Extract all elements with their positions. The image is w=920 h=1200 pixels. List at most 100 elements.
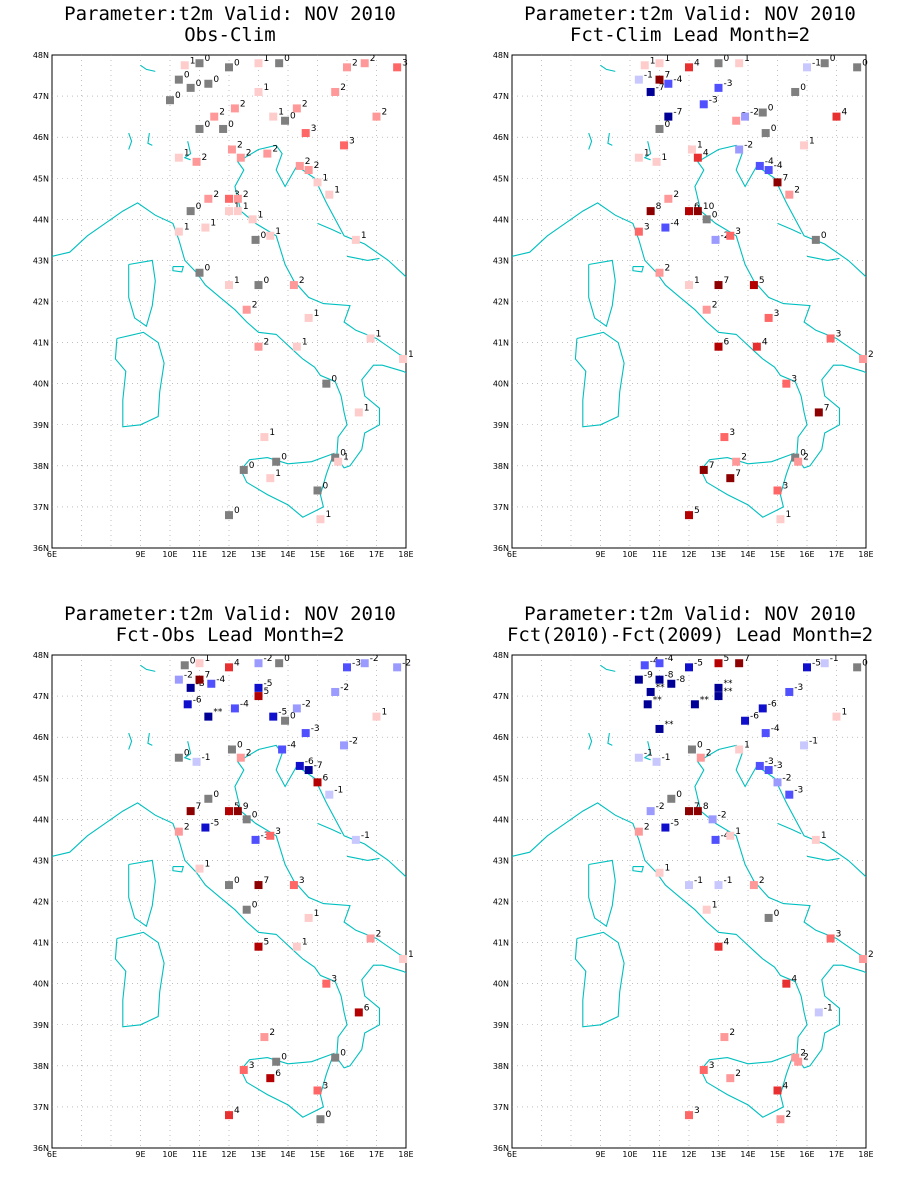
station-marker [820, 659, 829, 668]
station-marker [304, 913, 313, 922]
lon-tick-label: 15E [770, 1150, 785, 1159]
station-value-label: -4 [771, 724, 780, 734]
lat-tick-label: 46N [493, 733, 509, 742]
station-value-label: 2 [868, 950, 874, 960]
station-marker [354, 1008, 363, 1017]
station-value-label: 2 [213, 190, 219, 200]
station-marker [661, 823, 670, 832]
coastline-segment [183, 741, 192, 761]
station-value-label: 4 [234, 658, 240, 668]
lat-tick-label: 39N [33, 1021, 49, 1030]
station-value-label: 6 [275, 1069, 281, 1079]
coastline-segment [512, 827, 560, 857]
station-marker [186, 83, 195, 92]
station-marker [761, 129, 770, 138]
coastline-segment [643, 741, 652, 761]
station-value-label: 3 [311, 124, 317, 134]
station-value-label: 3 [774, 309, 780, 319]
lat-tick-label: 40N [493, 380, 509, 389]
station-value-label: 1 [234, 276, 240, 286]
station-value-label: 2 [729, 1028, 735, 1038]
station-value-label: 0 [323, 481, 329, 491]
coastline-segment [574, 331, 625, 428]
station-value-label: -2 [184, 671, 193, 681]
lon-tick-label: 16E [799, 550, 814, 559]
station-marker [260, 433, 269, 442]
station-marker [791, 87, 800, 96]
station-marker [340, 741, 349, 750]
station-value-label: -4 [774, 161, 783, 171]
station-marker [655, 124, 664, 133]
station-value-label: 2 [382, 108, 388, 118]
coastline-segment [114, 931, 165, 1028]
station-value-label: 1 [210, 219, 216, 229]
station-marker [752, 342, 761, 351]
station-markers: 0 1 4 -2 0 -3 -2 -2-2-87 -4 -55 -2-6**-4-5 0-2-31-2… [174, 654, 414, 1124]
station-value-label: 0 [331, 375, 337, 385]
station-marker [758, 108, 767, 117]
station-value-label: 0 [196, 202, 202, 212]
coastline-segment [147, 133, 153, 146]
lon-tick-label: 13E [711, 1150, 726, 1159]
station-marker [791, 1053, 800, 1062]
coastline-segment [806, 855, 840, 861]
station-marker [832, 712, 841, 721]
lat-tick-label: 40N [33, 980, 49, 989]
station-marker [372, 112, 381, 121]
station-marker [195, 659, 204, 668]
lon-tick-label: 17E [369, 550, 384, 559]
station-value-label: -9 [644, 671, 653, 681]
station-marker [685, 511, 693, 520]
coastline-segment [588, 859, 616, 928]
station-marker [764, 766, 773, 775]
station-marker [776, 515, 785, 524]
lon-tick-label: 9E [135, 1150, 145, 1159]
station-value-label: 0 [340, 1049, 346, 1059]
coastline-segment [700, 1052, 795, 1118]
lon-tick-label: 11E [192, 1150, 207, 1159]
station-marker [239, 1065, 248, 1074]
station-value-label: 0 [205, 264, 211, 274]
station-value-label: 0 [800, 83, 806, 93]
station-value-label: 0 [205, 120, 211, 130]
station-value-label: 7 [824, 403, 830, 413]
coastline [52, 64, 406, 518]
station-marker [726, 1074, 735, 1083]
station-value-label: 2 [246, 149, 252, 159]
station-marker [685, 663, 693, 672]
lon-tick-label: 15E [770, 550, 785, 559]
station-marker [354, 408, 363, 417]
station-marker [696, 753, 705, 762]
lat-tick-label: 37N [493, 503, 509, 512]
station-value-label: 0 [665, 120, 671, 130]
station-value-label: 7 [205, 671, 211, 681]
station-map: 6E 9E 10E 11E 12E 13E 14E 15E 16E 17E 18E 36N 37N 38N… [33, 51, 414, 559]
panel-title: Parameter:t2m Valid: NOV 2010 [64, 3, 396, 25]
station-value-label: 2 [735, 1069, 741, 1079]
station-value-label: 2 [712, 301, 718, 311]
coastline-segment [52, 827, 100, 857]
station-marker [634, 153, 643, 162]
station-value-label: 7 [709, 461, 715, 471]
station-marker [685, 207, 693, 216]
station-marker [180, 661, 189, 670]
station-marker [254, 87, 263, 96]
station-value-label: 1 [694, 276, 700, 286]
station-marker [233, 207, 242, 216]
station-marker [195, 864, 204, 873]
station-value-label: 4 [842, 108, 848, 118]
coastline-segment [128, 859, 156, 928]
station-marker [652, 157, 661, 166]
station-value-label: 1 [314, 909, 320, 919]
station-marker [685, 881, 693, 890]
lon-tick-label: 14E [280, 550, 295, 559]
station-value-label: -5 [670, 819, 679, 829]
lon-tick-label: 10E [622, 1150, 637, 1159]
grid-lines [512, 55, 866, 548]
station-value-label: -4 [287, 740, 296, 750]
station-marker [225, 807, 233, 816]
station-marker [826, 934, 835, 943]
station-marker [749, 881, 758, 890]
station-marker [711, 835, 720, 844]
station-marker [174, 753, 183, 762]
